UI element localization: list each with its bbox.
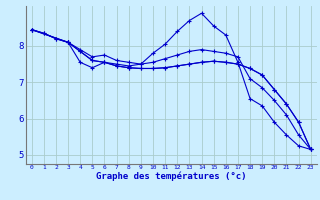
- X-axis label: Graphe des températures (°c): Graphe des températures (°c): [96, 172, 246, 181]
